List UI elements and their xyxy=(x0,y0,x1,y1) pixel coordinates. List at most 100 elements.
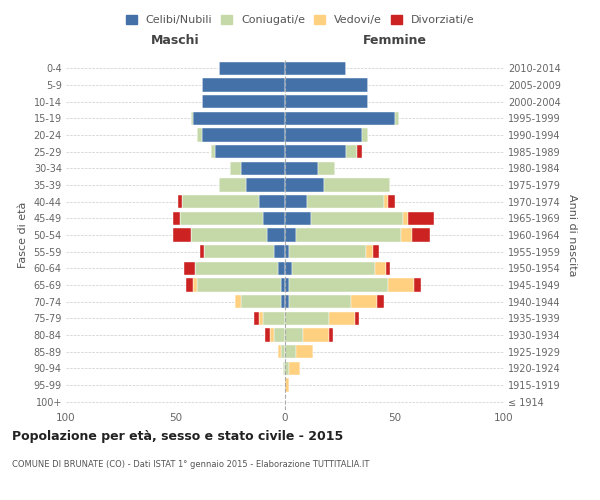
Bar xyxy=(202,95,285,108)
Bar xyxy=(254,312,259,325)
Bar xyxy=(285,345,296,358)
Bar xyxy=(278,345,281,358)
Bar xyxy=(296,228,401,241)
Bar xyxy=(220,62,285,75)
Bar xyxy=(193,112,285,125)
Bar xyxy=(263,312,285,325)
Bar xyxy=(346,145,357,158)
Bar xyxy=(235,295,241,308)
Bar xyxy=(182,195,259,208)
Bar xyxy=(311,212,403,225)
Bar xyxy=(285,378,289,392)
Bar xyxy=(259,195,285,208)
Bar xyxy=(285,262,292,275)
Bar xyxy=(202,78,285,92)
Bar xyxy=(215,145,285,158)
Bar xyxy=(366,245,373,258)
Bar xyxy=(292,262,375,275)
Bar xyxy=(285,312,329,325)
Bar xyxy=(285,328,302,342)
Bar xyxy=(269,328,274,342)
Legend: Celibi/Nubili, Coniugati/e, Vedovi/e, Divorziati/e: Celibi/Nubili, Coniugati/e, Vedovi/e, Di… xyxy=(121,10,479,30)
Bar xyxy=(283,362,285,375)
Bar xyxy=(412,228,430,241)
Text: Maschi: Maschi xyxy=(151,34,200,46)
Bar xyxy=(285,212,311,225)
Bar xyxy=(395,112,399,125)
Bar xyxy=(329,312,355,325)
Bar xyxy=(307,195,383,208)
Bar xyxy=(355,312,359,325)
Bar xyxy=(377,295,383,308)
Bar xyxy=(211,145,215,158)
Bar xyxy=(281,278,285,291)
Bar xyxy=(414,278,421,291)
Bar xyxy=(241,162,285,175)
Bar xyxy=(285,195,307,208)
Bar xyxy=(285,278,289,291)
Bar xyxy=(401,228,412,241)
Bar xyxy=(285,62,346,75)
Bar xyxy=(407,212,434,225)
Bar xyxy=(285,295,289,308)
Bar xyxy=(285,178,325,192)
Bar xyxy=(241,295,281,308)
Bar xyxy=(259,312,263,325)
Bar xyxy=(197,128,202,141)
Bar xyxy=(285,145,346,158)
Bar xyxy=(245,178,285,192)
Bar xyxy=(351,295,377,308)
Bar xyxy=(375,262,386,275)
Bar xyxy=(388,195,395,208)
Bar xyxy=(329,328,333,342)
Bar xyxy=(202,128,285,141)
Text: Femmine: Femmine xyxy=(362,34,427,46)
Bar xyxy=(173,212,180,225)
Bar xyxy=(285,245,289,258)
Bar xyxy=(193,278,197,291)
Bar xyxy=(173,228,191,241)
Bar xyxy=(281,295,285,308)
Bar xyxy=(285,95,368,108)
Bar xyxy=(191,228,268,241)
Bar xyxy=(274,328,285,342)
Bar xyxy=(285,128,362,141)
Bar xyxy=(373,245,379,258)
Text: Popolazione per età, sesso e stato civile - 2015: Popolazione per età, sesso e stato civil… xyxy=(12,430,343,443)
Bar xyxy=(383,195,388,208)
Y-axis label: Anni di nascita: Anni di nascita xyxy=(566,194,577,276)
Bar xyxy=(289,295,350,308)
Bar xyxy=(281,345,285,358)
Bar xyxy=(285,362,289,375)
Bar xyxy=(263,212,285,225)
Bar xyxy=(195,262,278,275)
Bar xyxy=(296,345,313,358)
Bar xyxy=(268,228,285,241)
Bar xyxy=(285,112,395,125)
Bar xyxy=(220,178,245,192)
Bar xyxy=(302,328,329,342)
Bar xyxy=(274,245,285,258)
Bar xyxy=(191,112,193,125)
Bar xyxy=(289,278,388,291)
Bar xyxy=(230,162,241,175)
Y-axis label: Fasce di età: Fasce di età xyxy=(18,202,28,268)
Bar xyxy=(386,262,390,275)
Bar xyxy=(265,328,269,342)
Bar xyxy=(289,245,366,258)
Text: COMUNE DI BRUNATE (CO) - Dati ISTAT 1° gennaio 2015 - Elaborazione TUTTITALIA.IT: COMUNE DI BRUNATE (CO) - Dati ISTAT 1° g… xyxy=(12,460,370,469)
Bar xyxy=(289,362,301,375)
Bar xyxy=(204,245,274,258)
Bar xyxy=(197,278,281,291)
Bar xyxy=(278,262,285,275)
Bar xyxy=(178,195,182,208)
Bar xyxy=(285,78,368,92)
Bar xyxy=(403,212,407,225)
Bar xyxy=(357,145,362,158)
Bar xyxy=(362,128,368,141)
Bar xyxy=(318,162,335,175)
Bar xyxy=(187,278,193,291)
Bar xyxy=(180,212,263,225)
Bar xyxy=(200,245,204,258)
Bar xyxy=(285,228,296,241)
